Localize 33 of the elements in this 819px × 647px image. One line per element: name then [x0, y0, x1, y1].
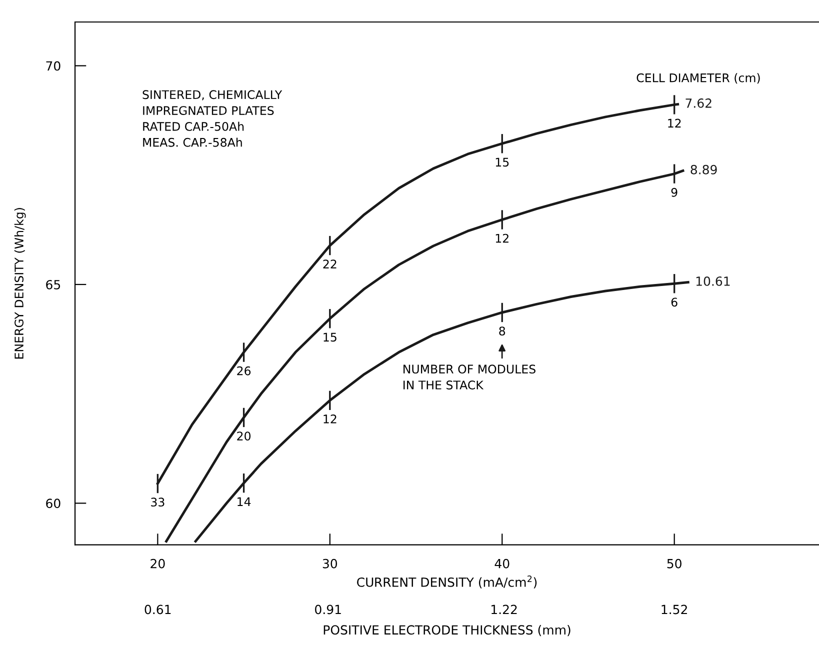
annotation: 26 [237, 366, 251, 376]
annotation: 9 [671, 188, 678, 197]
annotation: 12 [496, 234, 508, 243]
annotation: NUMBER OF MODULES IN THE STACK [404, 364, 536, 390]
annotation: 33 [151, 498, 164, 507]
annotation: 12 [668, 118, 681, 128]
x-tick-label: 20 [150, 558, 165, 568]
annotation: 15 [324, 332, 336, 342]
y-tick-label: 65 [46, 280, 60, 290]
x-tick-label: 30 [322, 558, 338, 568]
legend-label: 7.62 [686, 98, 712, 108]
annotation: 20 [237, 432, 251, 440]
y-tick-label: 60 [46, 498, 60, 508]
y-axis-title: ENERGY DENSITY (Wh/kg) [14, 208, 26, 359]
legend-label: 8.89 [690, 164, 717, 174]
x-tick-label: 50 [667, 558, 682, 568]
annotation: 6 [671, 298, 678, 307]
annotation: 14 [238, 497, 251, 506]
annotation: 15 [496, 158, 509, 167]
x2-tick-label: 1.22 [492, 604, 517, 614]
x-tick-label: 40 [494, 558, 510, 568]
y-tick-label: 70 [46, 61, 60, 71]
x2-axis-title: POSITIVE ELECTRODE THICKNESS (mm) [324, 624, 570, 636]
x2-tick-label: 1.52 [662, 604, 687, 614]
legend-title: CELL DIAMETER (cm) [636, 73, 760, 84]
x2-tick-label: 0.91 [315, 604, 341, 614]
annotation: SINTERED, CHEMICALLY IMPREGNATED PLATES RATED CAP.-50Ah MEAS. CAP.-58Ah [142, 90, 282, 147]
x2-tick-label: 0.61 [144, 604, 171, 614]
x-axis-title: CURRENT DENSITY (mA/cm$^{2}$) [357, 575, 537, 588]
annotation: 8 [499, 326, 506, 336]
legend-label: 10.61 [696, 276, 730, 286]
annotation: 12 [324, 414, 336, 424]
annotation: 22 [323, 260, 336, 268]
